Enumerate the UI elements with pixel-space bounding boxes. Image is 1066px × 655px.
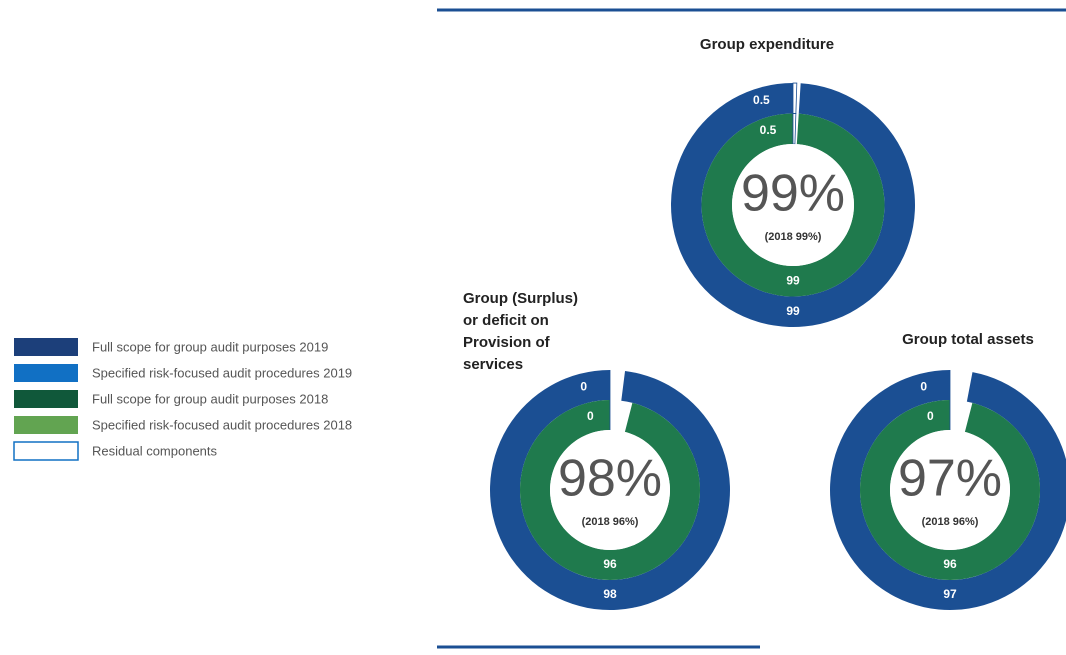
value-label: 0.5 [753,93,770,107]
legend-swatch [14,390,78,408]
ring-segment [520,400,700,580]
legend-label: Specified risk-focused audit procedures … [92,417,352,432]
chart-title: services [463,356,523,373]
donut-hole [732,144,854,266]
value-label: 99 [786,273,800,287]
value-label: 0 [580,380,587,394]
legend-swatch [14,364,78,382]
chart-title: Group (Surplus) [463,290,578,307]
legend-label: Full scope for group audit purposes 2018 [92,391,328,406]
center-note: (2018 99%) [765,231,822,243]
chart-title: Group total assets [902,331,1034,348]
legend-label: Residual components [92,443,218,458]
chart-title: Provision of [463,334,551,351]
value-label: 0.5 [760,123,777,137]
value-label: 0 [927,409,934,423]
legend-label: Full scope for group audit purposes 2019 [92,339,328,354]
legend-swatch [14,338,78,356]
donut-hole [550,430,670,550]
chart-title: Group expenditure [700,36,834,53]
ring-segment [701,113,885,297]
center-label: 98% [558,450,662,508]
legend-label: Specified risk-focused audit procedures … [92,365,352,380]
value-label: 97 [943,587,957,601]
center-note: (2018 96%) [922,516,979,528]
value-label: 98 [603,587,617,601]
value-label: 96 [603,557,617,571]
ring-segment [860,400,1040,580]
value-label: 0 [587,409,594,423]
legend-swatch [13,441,79,461]
value-label: 99 [786,304,800,318]
chart-title: or deficit on [463,312,549,329]
residual-segment [792,113,797,145]
value-label: 96 [943,557,957,571]
center-label: 97% [898,450,1002,508]
center-note: (2018 96%) [582,516,639,528]
center-label: 99% [741,165,845,223]
residual-segment [792,82,798,114]
legend-swatch [14,416,78,434]
value-label: 0 [920,380,927,394]
donut-hole [890,430,1010,550]
